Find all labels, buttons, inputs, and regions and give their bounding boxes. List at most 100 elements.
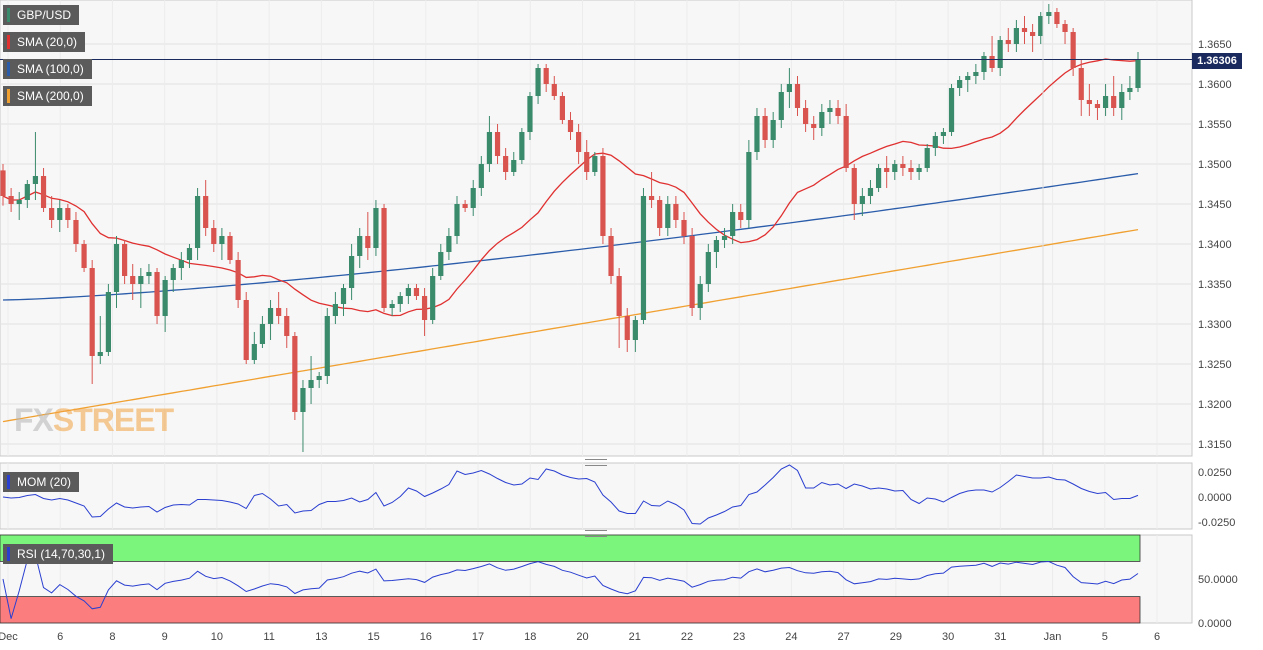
candle-body: [527, 96, 533, 132]
candle-body: [981, 56, 987, 72]
candle-body: [211, 228, 217, 244]
candle-body: [1135, 59, 1141, 88]
candle-body: [478, 164, 484, 188]
candle-body: [624, 316, 630, 340]
legend-gbpusd[interactable]: GBP/USD: [3, 5, 80, 25]
x-tick-label: 10: [211, 631, 223, 643]
candle-body: [973, 72, 979, 76]
y-tick-label: 1.3600: [1198, 79, 1232, 91]
candle-body: [576, 132, 582, 152]
candle-body: [794, 84, 801, 108]
legend-swatch-sma200: [7, 89, 10, 103]
candle-body: [730, 212, 736, 236]
candle-body: [673, 204, 679, 220]
candle-body: [908, 168, 914, 172]
rsi-label[interactable]: RSI (14,70,30,1): [3, 544, 114, 564]
candle-body: [786, 84, 792, 92]
candle-body: [721, 236, 728, 240]
candle-body: [446, 236, 452, 252]
sma20-line: [2, 58, 1139, 317]
candle-body: [365, 236, 371, 248]
resize-handle-rsi[interactable]: [585, 530, 607, 537]
candle-body: [227, 236, 233, 260]
candle-body: [430, 276, 436, 320]
candle-body: [957, 80, 963, 88]
y-tick-label: 1.3250: [1198, 359, 1232, 371]
candle-body: [875, 168, 882, 188]
candle-body: [454, 204, 460, 236]
candle-body: [373, 208, 379, 248]
y-tick-label: 1.3200: [1198, 399, 1232, 411]
candle-body: [259, 324, 266, 344]
sma200-line: [2, 228, 1139, 423]
x-tick-label: 6: [1154, 631, 1160, 643]
candle-body: [900, 164, 906, 168]
sma100-line: [2, 172, 1139, 301]
x-tick-label: 29: [890, 631, 902, 643]
candle-body: [332, 304, 338, 316]
candle-body: [154, 272, 160, 316]
rsi-swatch: [7, 547, 10, 561]
candle-body: [535, 68, 541, 96]
candle-body: [584, 152, 590, 172]
x-tick-label: 18: [524, 631, 536, 643]
rsi-label-text: RSI (14,70,30,1): [17, 547, 106, 561]
legend-sma200[interactable]: SMA (200,0): [3, 86, 92, 106]
x-tick-label: 20: [576, 631, 588, 643]
candle-body: [932, 136, 938, 148]
candle-body: [81, 244, 87, 268]
candle-body: [1127, 88, 1133, 92]
candle-body: [657, 200, 663, 228]
candle-body: [803, 108, 809, 124]
logo-fx: FX: [14, 402, 54, 438]
candle-body: [851, 168, 857, 204]
candle-body: [24, 184, 30, 200]
candle-body: [616, 276, 622, 316]
candle-body: [681, 220, 687, 236]
rsi-tick-label: 0.0000: [1198, 618, 1232, 630]
mom-swatch: [7, 475, 10, 489]
y-tick-label: 1.3650: [1198, 39, 1232, 51]
candle-body: [892, 164, 898, 172]
rsi-overbought-zone: [0, 534, 1141, 562]
candle-body: [73, 220, 79, 244]
candle-body: [713, 240, 720, 252]
candle-body: [770, 120, 776, 140]
candle-body: [762, 116, 768, 140]
candle-body: [251, 344, 257, 360]
candle-body: [349, 256, 355, 288]
candle-body: [486, 132, 493, 164]
candle-body: [292, 336, 298, 412]
candle-body: [592, 156, 598, 172]
candle-body: [122, 244, 128, 276]
candle-body: [1086, 100, 1092, 104]
y-tick-label: 1.3150: [1198, 439, 1232, 451]
candle-body: [754, 116, 760, 152]
candle-body: [494, 132, 501, 156]
candle-body: [300, 388, 306, 412]
mom-tick-label: 0.0250: [1198, 467, 1232, 479]
x-tick-label: 31: [994, 631, 1006, 643]
candle-body: [640, 196, 647, 320]
x-tick-label: 17: [472, 631, 484, 643]
legend-sma100[interactable]: SMA (100,0): [3, 59, 92, 79]
candle-body: [1062, 24, 1068, 32]
legend-sma20[interactable]: SMA (20,0): [3, 32, 86, 52]
candle-body: [113, 244, 120, 292]
mom-line: [2, 464, 1139, 525]
legend-swatch-sma100: [7, 62, 10, 76]
candle-body: [1005, 40, 1011, 44]
x-tick-label: 5: [1102, 631, 1108, 643]
candle-body: [835, 108, 841, 116]
x-tick-label: 13: [315, 631, 327, 643]
candle-body: [1111, 96, 1117, 108]
mom-label[interactable]: MOM (20): [3, 472, 79, 492]
rsi-line: [2, 554, 1139, 619]
x-tick-label: 6: [57, 631, 63, 643]
candle-body: [170, 268, 176, 280]
resize-handle-mom[interactable]: [585, 459, 607, 466]
mom-panel: [0, 462, 1193, 530]
candle-body: [746, 152, 752, 220]
candle-body: [1094, 104, 1101, 108]
